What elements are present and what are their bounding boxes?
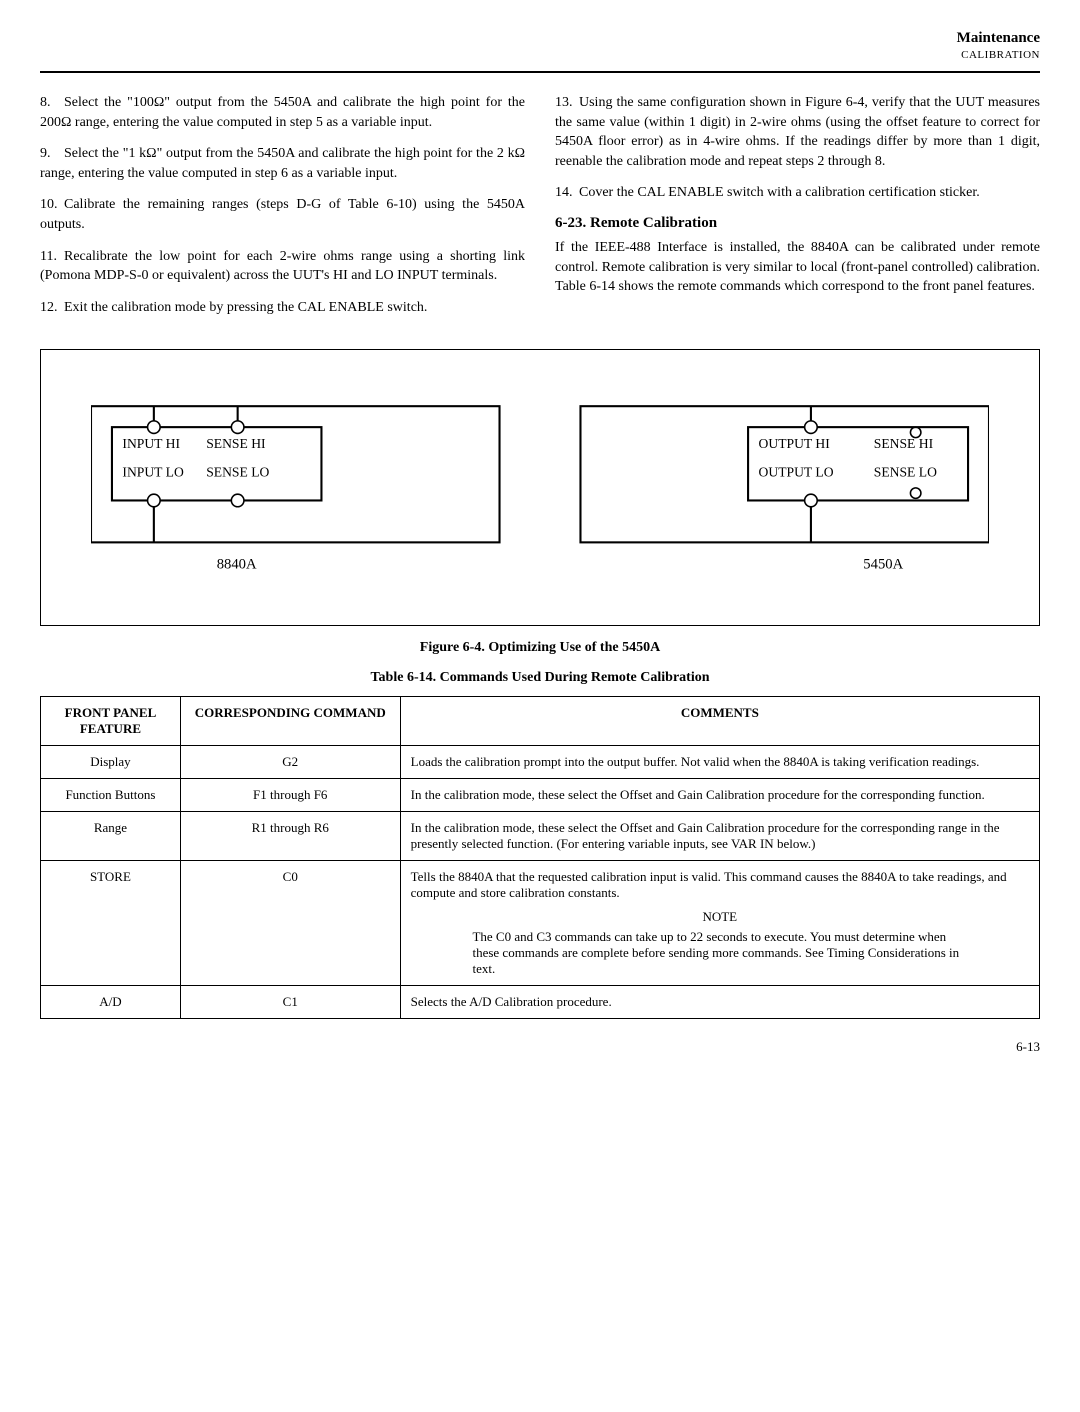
step-item: 12.Exit the calibration mode by pressing… bbox=[40, 298, 525, 318]
right-steps-list: 13.Using the same configuration shown in… bbox=[555, 93, 1040, 203]
cell-feature: A/D bbox=[41, 985, 181, 1018]
step-item: 9.Select the "1 kΩ" output from the 5450… bbox=[40, 144, 525, 183]
step-number: 9. bbox=[40, 144, 64, 164]
header-title: Maintenance bbox=[957, 30, 1040, 46]
unit-8840a: INPUT HI SENSE HI INPUT LO SENSE LO 8840… bbox=[91, 380, 510, 595]
cell-command: F1 through F6 bbox=[180, 778, 400, 811]
figure-box: INPUT HI SENSE HI INPUT LO SENSE LO 8840… bbox=[40, 349, 1040, 626]
label-input-hi: INPUT HI bbox=[122, 436, 180, 451]
note-label: NOTE bbox=[411, 909, 1029, 925]
step-number: 12. bbox=[40, 298, 64, 318]
step-number: 14. bbox=[555, 183, 579, 203]
page-header: Maintenance CALIBRATION bbox=[40, 30, 1040, 63]
step-text: Recalibrate the low point for each 2-wir… bbox=[40, 249, 525, 284]
step-item: 11.Recalibrate the low point for each 2-… bbox=[40, 247, 525, 286]
cell-comment: In the calibration mode, these select th… bbox=[400, 778, 1039, 811]
unit-5450a: OUTPUT HI SENSE HI OUTPUT LO SENSE LO 54… bbox=[570, 380, 989, 595]
header-rule bbox=[40, 71, 1040, 73]
note-body: The C0 and C3 commands can take up to 22… bbox=[472, 929, 967, 977]
step-text: Select the "100Ω" output from the 5450A … bbox=[40, 95, 525, 130]
section-heading: 6-23. Remote Calibration bbox=[555, 215, 1040, 232]
header-subtitle: CALIBRATION bbox=[961, 49, 1040, 61]
step-text: Using the same configuration shown in Fi… bbox=[555, 95, 1040, 169]
unit-label-8840a: 8840A bbox=[217, 557, 257, 573]
step-text: Calibrate the remaining ranges (steps D-… bbox=[40, 197, 525, 232]
table-row: A/DC1Selects the A/D Calibration procedu… bbox=[41, 985, 1040, 1018]
figure-caption: Figure 6-4. Optimizing Use of the 5450A bbox=[40, 640, 1040, 656]
cell-command: C0 bbox=[180, 860, 400, 985]
calibration-table: FRONT PANEL FEATURE CORRESPONDING COMMAN… bbox=[40, 696, 1040, 1019]
cell-feature: Display bbox=[41, 745, 181, 778]
step-item: 8.Select the "100Ω" output from the 5450… bbox=[40, 93, 525, 132]
step-item: 10.Calibrate the remaining ranges (steps… bbox=[40, 195, 525, 234]
left-steps-list: 8.Select the "100Ω" output from the 5450… bbox=[40, 93, 525, 317]
th-command: CORRESPONDING COMMAND bbox=[180, 696, 400, 745]
cell-comment: In the calibration mode, these select th… bbox=[400, 811, 1039, 860]
step-text: Select the "1 kΩ" output from the 5450A … bbox=[40, 146, 525, 181]
cell-comment: Loads the calibration prompt into the ou… bbox=[400, 745, 1039, 778]
label-sense-hi-right: SENSE HI bbox=[874, 436, 934, 451]
table-row: RangeR1 through R6In the calibration mod… bbox=[41, 811, 1040, 860]
diagram-container: INPUT HI SENSE HI INPUT LO SENSE LO 8840… bbox=[91, 380, 989, 595]
table-row: DisplayG2Loads the calibration prompt in… bbox=[41, 745, 1040, 778]
diagram-5450a-svg: OUTPUT HI SENSE HI OUTPUT LO SENSE LO 54… bbox=[570, 380, 989, 590]
label-output-lo: OUTPUT LO bbox=[759, 465, 834, 480]
unit-label-5450a: 5450A bbox=[863, 557, 903, 573]
section-body: If the IEEE-488 Interface is installed, … bbox=[555, 238, 1040, 297]
step-item: 13.Using the same configuration shown in… bbox=[555, 93, 1040, 171]
label-sense-lo-right: SENSE LO bbox=[874, 465, 937, 480]
step-number: 8. bbox=[40, 93, 64, 113]
left-column: 8.Select the "100Ω" output from the 5450… bbox=[40, 93, 525, 329]
step-text: Cover the CAL ENABLE switch with a calib… bbox=[579, 185, 980, 200]
label-output-hi: OUTPUT HI bbox=[759, 436, 831, 451]
table-caption: Table 6-14. Commands Used During Remote … bbox=[40, 670, 1040, 686]
label-sense-hi-left: SENSE HI bbox=[206, 436, 266, 451]
th-feature: FRONT PANEL FEATURE bbox=[41, 696, 181, 745]
step-number: 13. bbox=[555, 93, 579, 113]
label-input-lo: INPUT LO bbox=[122, 465, 184, 480]
table-body: DisplayG2Loads the calibration prompt in… bbox=[41, 745, 1040, 1018]
table-row: Function ButtonsF1 through F6In the cali… bbox=[41, 778, 1040, 811]
cell-feature: STORE bbox=[41, 860, 181, 985]
content-columns: 8.Select the "100Ω" output from the 5450… bbox=[40, 93, 1040, 329]
table-row: STOREC0Tells the 8840A that the requeste… bbox=[41, 860, 1040, 985]
cell-command: R1 through R6 bbox=[180, 811, 400, 860]
right-column: 13.Using the same configuration shown in… bbox=[555, 93, 1040, 329]
cell-command: C1 bbox=[180, 985, 400, 1018]
th-comments: COMMENTS bbox=[400, 696, 1039, 745]
step-number: 11. bbox=[40, 247, 64, 267]
step-text: Exit the calibration mode by pressing th… bbox=[64, 300, 427, 315]
page-number: 6-13 bbox=[40, 1039, 1040, 1055]
label-sense-lo-left: SENSE LO bbox=[206, 465, 269, 480]
step-number: 10. bbox=[40, 195, 64, 215]
cell-comment: Selects the A/D Calibration procedure. bbox=[400, 985, 1039, 1018]
step-item: 14.Cover the CAL ENABLE switch with a ca… bbox=[555, 183, 1040, 203]
cell-command: G2 bbox=[180, 745, 400, 778]
cell-feature: Range bbox=[41, 811, 181, 860]
diagram-8840a-svg: INPUT HI SENSE HI INPUT LO SENSE LO 8840… bbox=[91, 380, 510, 590]
table-header-row: FRONT PANEL FEATURE CORRESPONDING COMMAN… bbox=[41, 696, 1040, 745]
cell-feature: Function Buttons bbox=[41, 778, 181, 811]
cell-comment: Tells the 8840A that the requested calib… bbox=[400, 860, 1039, 985]
